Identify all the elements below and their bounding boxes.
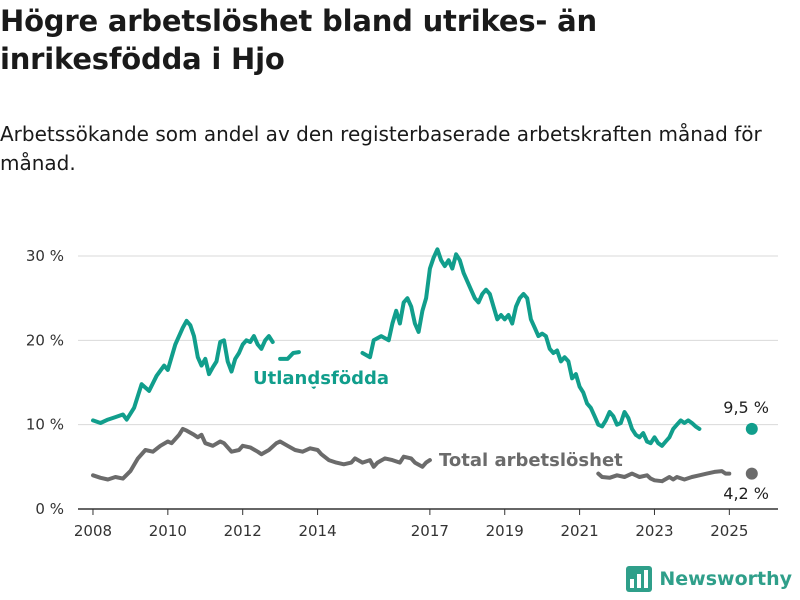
line-chart: 0 % 10 % 20 % 30 % 2008 2010 2012 2014 2017 2019… xyxy=(26,247,778,540)
series-labels: Utlandsfödda Total arbetslöshet 9,5 % 4,2 % xyxy=(251,366,770,504)
chart-subtitle: Arbetssökande som andel av den registerb… xyxy=(0,122,762,175)
newsworthy-brand[interactable]: Newsworthy xyxy=(626,566,792,592)
series-line xyxy=(360,247,702,448)
x-tick-label: 2014 xyxy=(298,522,336,540)
x-tick-label: 2025 xyxy=(710,522,748,540)
series-line xyxy=(596,469,732,484)
end-point-marker xyxy=(745,422,758,435)
y-axis-ticks: 0 % 10 % 20 % 30 % xyxy=(26,247,64,518)
x-tick-label: 2021 xyxy=(561,522,599,540)
x-tick-label: 2019 xyxy=(486,522,524,540)
series-label-total: Total arbetslöshet xyxy=(439,450,623,471)
y-tick-label: 0 % xyxy=(35,500,64,518)
series-line xyxy=(278,350,301,361)
x-tick-label: 2012 xyxy=(224,522,262,540)
series-label-utlandsfodda: Utlandsfödda xyxy=(253,368,389,389)
x-tick-label: 2010 xyxy=(149,522,187,540)
y-tick-label: 20 % xyxy=(26,331,64,349)
brand-name: Newsworthy xyxy=(659,568,792,590)
end-value-label-utlandsfodda: 9,5 % xyxy=(723,398,769,417)
series-line xyxy=(91,426,432,482)
chart-title: Högre arbetslöshet bland utrikes- än inr… xyxy=(0,4,597,76)
end-point-marker xyxy=(745,467,758,480)
x-axis: 2008 2010 2012 2014 2017 2019 2021 2023 2025 xyxy=(74,509,748,540)
x-tick-label: 2008 xyxy=(74,522,112,540)
end-value-label-total: 4,2 % xyxy=(723,484,769,503)
y-tick-label: 10 % xyxy=(26,416,64,434)
series-line xyxy=(91,318,275,425)
bar-chart-logo-icon xyxy=(626,566,653,592)
series-line xyxy=(308,380,316,389)
gridlines xyxy=(78,255,778,510)
x-tick-label: 2017 xyxy=(411,522,449,540)
x-tick-label: 2023 xyxy=(635,522,673,540)
series-lines xyxy=(91,247,758,484)
y-tick-label: 30 % xyxy=(26,247,64,265)
